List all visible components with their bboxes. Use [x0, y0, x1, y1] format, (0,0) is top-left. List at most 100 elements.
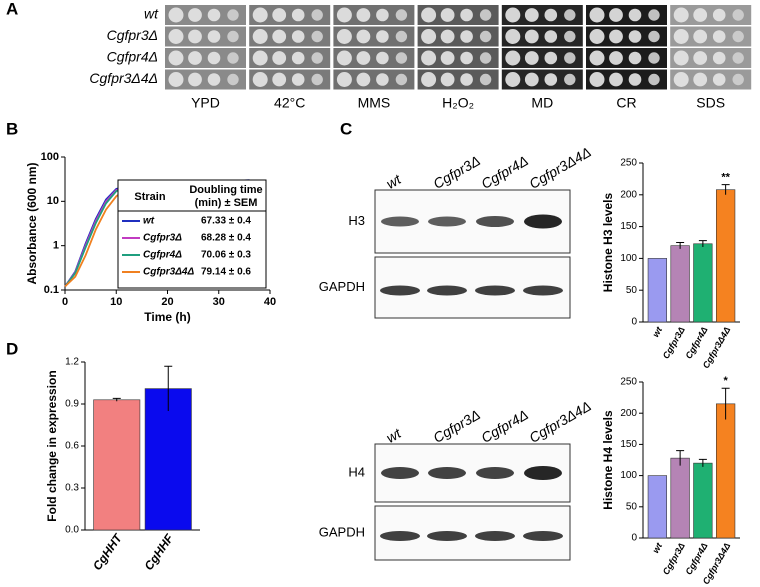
condition-label: YPD	[191, 95, 220, 111]
blot-label: H3	[348, 213, 365, 228]
spot	[693, 29, 708, 44]
panel-label: B	[6, 119, 18, 138]
spot-plate	[501, 69, 583, 90]
spot	[564, 73, 576, 86]
spot-plate	[586, 26, 667, 47]
spot	[356, 72, 371, 87]
spot	[479, 9, 492, 21]
spot	[673, 29, 689, 44]
spot	[609, 51, 623, 65]
spot	[207, 8, 221, 22]
bar	[93, 399, 141, 531]
spot	[440, 8, 455, 22]
spot	[376, 51, 389, 65]
spot	[505, 7, 521, 23]
legend-name: Cgfpr3Δ4Δ	[143, 267, 194, 278]
spot	[524, 72, 539, 87]
spot	[564, 30, 576, 43]
bar	[715, 189, 736, 323]
spot	[227, 73, 239, 86]
spot-plate	[586, 5, 667, 25]
spot	[440, 51, 455, 65]
spot	[460, 73, 473, 86]
error-bar	[721, 387, 730, 420]
spot	[272, 29, 287, 44]
spot-plate	[333, 48, 415, 68]
x-tick-label: CgHHT	[90, 530, 126, 573]
spot-plate	[165, 5, 246, 25]
error-bar	[721, 184, 730, 195]
spot	[356, 29, 371, 44]
spot	[589, 7, 605, 23]
spot	[564, 52, 576, 64]
spot	[336, 72, 352, 87]
spot	[168, 50, 184, 66]
spot	[524, 29, 539, 44]
y-tick-label: 1.2	[65, 357, 79, 368]
y-tick-label: 50	[626, 285, 638, 296]
spot-plate	[417, 26, 499, 47]
y-tick-label: 150	[620, 439, 637, 450]
spot	[168, 29, 184, 44]
spot	[291, 73, 305, 86]
bar	[670, 457, 690, 539]
spot	[460, 51, 473, 65]
y-tick-label: 10	[47, 195, 59, 207]
spot	[673, 50, 689, 66]
bar	[693, 462, 713, 539]
spot	[732, 73, 744, 86]
spot-plate	[333, 69, 415, 90]
spot-plate	[586, 48, 667, 68]
x-tick-label: wt	[651, 540, 665, 555]
spot	[732, 52, 744, 64]
y-tick-label: 100	[41, 151, 59, 163]
spot	[544, 30, 558, 43]
spot-plate	[670, 48, 752, 68]
x-axis-label: Time (h)	[144, 310, 190, 324]
bar	[670, 245, 690, 323]
x-tick-label: 10	[110, 296, 122, 308]
strain-label: wt	[144, 6, 159, 22]
x-tick-label: 20	[161, 296, 173, 308]
blot-label: GAPDH	[319, 279, 365, 294]
spot	[252, 29, 268, 44]
spot	[589, 72, 605, 87]
spot-plate	[333, 5, 415, 25]
spot-plate	[165, 26, 246, 47]
blot-band	[524, 214, 562, 229]
spot	[712, 30, 726, 43]
legend-name: Cgfpr4Δ	[143, 250, 182, 261]
spot	[544, 8, 558, 22]
blot-band	[427, 531, 467, 541]
legend-box	[117, 179, 267, 289]
spot	[421, 29, 437, 44]
spot	[252, 7, 268, 23]
spot	[227, 30, 239, 43]
error-bar	[112, 397, 121, 402]
legend-header: Strain	[134, 191, 165, 203]
spot-plate	[165, 48, 246, 68]
spot	[356, 8, 371, 22]
spot	[648, 73, 660, 86]
y-axis-label: Histone H3 levels	[601, 192, 615, 292]
condition-label: MMS	[358, 95, 391, 111]
spot	[336, 50, 352, 66]
condition-label: H₂O₂	[442, 95, 474, 111]
spot	[628, 30, 642, 43]
spot	[207, 30, 221, 43]
spot	[188, 51, 202, 65]
y-tick-label: 0	[631, 533, 637, 544]
spot	[311, 30, 323, 43]
y-tick-label: 50	[626, 501, 638, 512]
spot	[376, 8, 389, 22]
blot-band	[476, 216, 514, 227]
y-tick-label: 0.6	[65, 441, 79, 452]
blot-label: H4	[348, 464, 365, 479]
spot	[524, 51, 539, 65]
spot	[460, 30, 473, 43]
spot	[395, 52, 408, 64]
spot-plate	[249, 48, 331, 68]
y-tick-label: 250	[620, 158, 637, 169]
spot	[544, 51, 558, 65]
spot	[479, 73, 492, 86]
